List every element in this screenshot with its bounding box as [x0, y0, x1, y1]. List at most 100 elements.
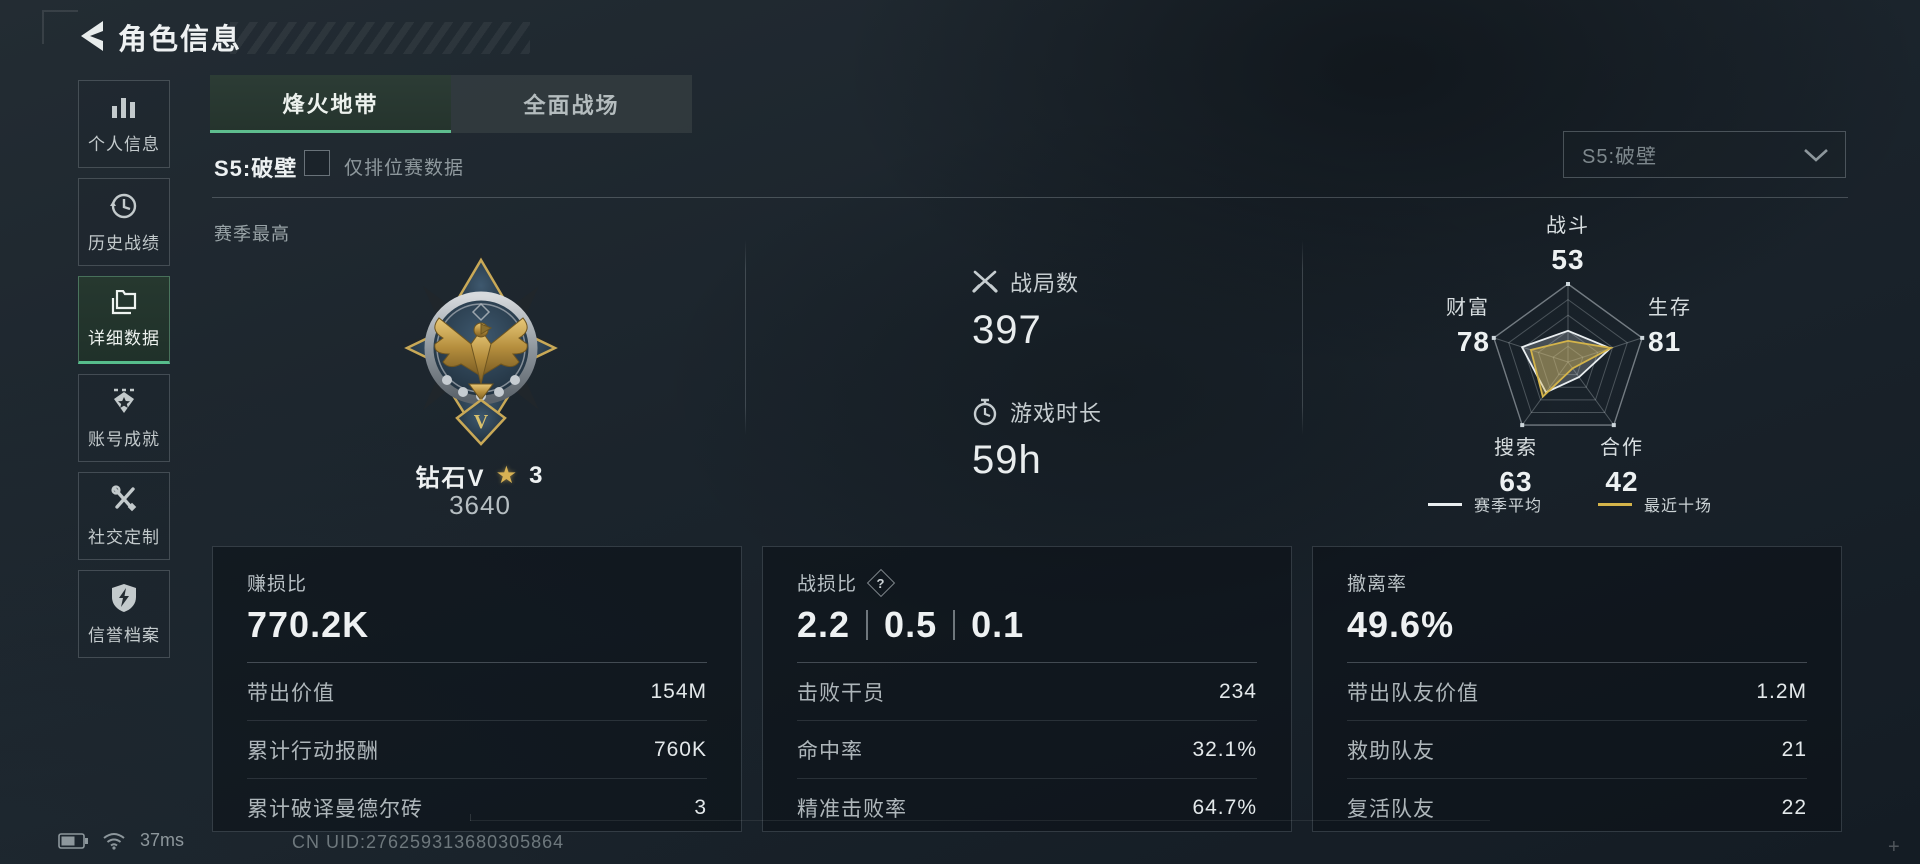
header-divider	[212, 197, 1848, 198]
stat-row: 累计行动报酬 760K	[247, 721, 707, 779]
tab-firefight-zone[interactable]: 烽火地带	[210, 75, 451, 133]
legend-swatch-gold	[1598, 502, 1632, 506]
stat-label: 复活队友	[1347, 798, 1435, 821]
stat-label: 救助队友	[1347, 739, 1435, 763]
radar-axis-combat: 战斗 53	[1546, 215, 1590, 275]
kd-value-1: 2.2	[797, 604, 851, 645]
profit-loss-card: 赚损比 770.2K 带出价值 154M 累计行动报酬 760K 累计破译曼德尔…	[212, 546, 742, 832]
tab-full-battlefield[interactable]: 全面战场	[451, 75, 692, 133]
star-icon: ★	[495, 462, 520, 489]
sidebar-item-label: 账号成就	[88, 429, 160, 449]
tools-icon	[111, 484, 137, 511]
legend-label: 最近十场	[1644, 498, 1713, 515]
radar-legend: 赛季平均 最近十场	[1390, 492, 1750, 516]
chevron-down-icon	[1804, 148, 1828, 162]
card-title: 赚损比	[247, 574, 308, 595]
vertical-divider	[1302, 240, 1303, 435]
card-value: 49.6%	[1347, 604, 1455, 645]
svg-text:V: V	[474, 411, 489, 433]
sidebar-item-label: 信誉档案	[88, 625, 160, 645]
stat-value: 22	[1781, 796, 1807, 819]
stat-row: 带出队友价值 1.2M	[1347, 663, 1807, 721]
match-count-value: 397	[972, 308, 1042, 352]
crossed-swords-icon	[972, 270, 998, 293]
value-separator	[866, 610, 869, 640]
uid-text: CN UID:276259313680305864	[292, 832, 565, 852]
card-title: 战损比	[797, 574, 858, 595]
stat-value: 32.1%	[1192, 737, 1257, 761]
season-dropdown[interactable]: S5:破壁	[1563, 131, 1846, 178]
stat-label: 精准击败率	[797, 798, 907, 821]
card-value: 2.2 0.5 0.1	[797, 604, 1257, 646]
stat-value: 234	[1218, 679, 1257, 703]
stat-row: 带出价值 154M	[247, 663, 707, 721]
stat-label: 带出队友价值	[1347, 681, 1479, 705]
radar-axis-cooperation: 合作 42	[1600, 437, 1644, 497]
rank-points: 3640	[449, 490, 511, 520]
stat-row: 累计破译曼德尔砖 3	[247, 779, 707, 837]
play-time-label: 游戏时长	[1010, 401, 1103, 426]
radar-axis-survival: 生存 81	[1648, 297, 1692, 357]
ping-value: 37ms	[140, 830, 185, 850]
stat-label: 累计破译曼德尔砖	[247, 798, 423, 821]
help-icon[interactable]: ?	[866, 568, 896, 597]
radar-axis-search: 搜索 63	[1494, 437, 1538, 497]
stat-value: 21	[1781, 737, 1807, 761]
tab-label: 全面战场	[523, 93, 620, 118]
radar-chart	[1491, 282, 1645, 428]
stat-label: 击败干员	[797, 681, 885, 705]
folder-icon	[111, 289, 137, 314]
legend-swatch-white	[1427, 502, 1462, 506]
extraction-rate-card: 撤离率 49.6% 带出队友价值 1.2M 救助队友 21 复活队友 22	[1312, 546, 1842, 832]
bar-chart-icon	[112, 97, 135, 118]
sidebar-item-personal-info[interactable]: 个人信息	[78, 80, 170, 168]
corner-bracket-decoration	[42, 10, 78, 44]
stat-row: 精准击败率 64.7%	[797, 779, 1257, 837]
page-title: 角色信息	[118, 24, 243, 56]
sidebar-item-reputation[interactable]: 信誉档案	[78, 570, 170, 658]
rank-name: 钻石V	[415, 465, 486, 492]
season-best-label: 赛季最高	[214, 224, 290, 244]
ranked-only-checkbox[interactable]	[304, 150, 330, 176]
history-clock-icon	[110, 193, 137, 218]
shield-bolt-icon	[112, 583, 136, 612]
sidebar-item-social-custom[interactable]: 社交定制	[78, 472, 170, 560]
title-hatch-decoration	[230, 22, 530, 54]
stat-row: 命中率 32.1%	[797, 721, 1257, 779]
card-divider	[1347, 662, 1807, 663]
rank-star-count: 3	[529, 461, 545, 489]
ranked-only-label[interactable]: 仅排位赛数据	[344, 158, 465, 179]
sidebar-item-label: 个人信息	[88, 134, 160, 154]
stat-value: 154M	[650, 679, 707, 703]
stat-value: 3	[694, 796, 707, 819]
match-count-block: 战局数 397	[972, 266, 1272, 353]
achievement-badge-icon	[114, 388, 134, 413]
vertical-divider	[745, 240, 746, 435]
corner-plus-decoration: +	[1888, 836, 1900, 858]
back-button[interactable]	[76, 18, 110, 54]
stat-row: 救助队友 21	[1347, 721, 1807, 779]
stat-value: 760K	[653, 737, 707, 761]
sidebar-item-achievements[interactable]: 账号成就	[78, 374, 170, 462]
status-bar: 37ms	[58, 830, 184, 851]
stat-label: 带出价值	[247, 681, 335, 705]
card-divider	[247, 662, 707, 663]
season-label: S5:破壁	[214, 156, 298, 181]
stat-row: 击败干员 234	[797, 663, 1257, 721]
radar-axis-wealth: 财富 78	[1446, 297, 1490, 357]
sidebar-item-label: 历史战绩	[88, 233, 160, 253]
wifi-icon	[103, 832, 125, 850]
season-dropdown-value: S5:破壁	[1582, 146, 1658, 168]
sidebar-item-label: 社交定制	[88, 527, 160, 547]
card-value: 770.2K	[247, 604, 370, 645]
battery-icon	[58, 832, 88, 849]
kd-value-2: 0.5	[884, 604, 938, 645]
sidebar-item-history[interactable]: 历史战绩	[78, 178, 170, 266]
play-time-block: 游戏时长 59h	[972, 396, 1272, 483]
match-count-label: 战局数	[1010, 271, 1080, 296]
sidebar-item-detailed-data[interactable]: 详细数据	[78, 276, 170, 364]
diamond-rank-medal-icon: V	[401, 252, 561, 448]
stat-value: 1.2M	[1756, 679, 1807, 703]
value-separator	[953, 610, 956, 640]
kd-ratio-card: 战损比 ? 2.2 0.5 0.1 击败干员 234 命中率 32.1% 精准击…	[762, 546, 1292, 832]
